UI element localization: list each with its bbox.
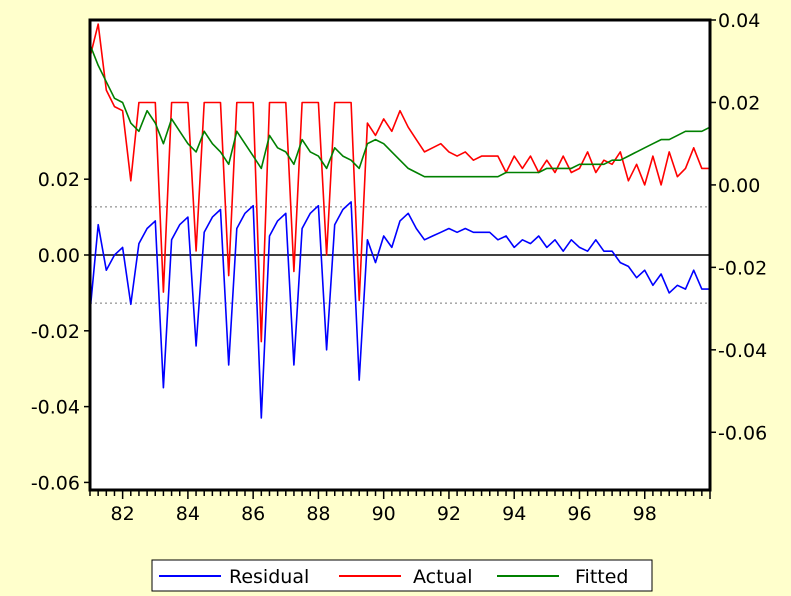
x-tick-label: 92 — [437, 503, 461, 525]
y-right-tick-label: 0.00 — [718, 175, 760, 197]
x-tick-label: 98 — [633, 503, 657, 525]
series-line-actual — [89, 23, 710, 343]
y-left-tick-label: 0.02 — [38, 169, 80, 191]
y-right-tick-label: 0.02 — [718, 92, 760, 114]
y-right-tick-label: 0.04 — [718, 10, 760, 32]
legend-label-residual: Residual — [229, 566, 309, 588]
series-line-fitted — [89, 44, 711, 178]
y-left-tick-label: -0.04 — [31, 397, 80, 419]
x-tick-label: 88 — [306, 503, 330, 525]
y-left-tick-label: 0.00 — [38, 245, 80, 267]
x-tick-label: 90 — [372, 503, 396, 525]
y-left-tick-label: -0.06 — [31, 472, 80, 494]
y-left-tick-label: -0.02 — [31, 321, 80, 343]
x-tick-label: 84 — [176, 503, 200, 525]
x-axis: 82 84 86 88 90 92 94 96 98 — [89, 490, 711, 525]
y-right-tick-label: -0.02 — [718, 257, 767, 279]
y-axis-right: 0.04 0.02 0.00 -0.02 -0.04 -0.06 — [710, 10, 767, 444]
x-tick-label: 96 — [567, 503, 591, 525]
reference-lines — [90, 206, 710, 304]
x-tick-label: 86 — [241, 503, 265, 525]
series-layer — [89, 23, 711, 419]
legend: Residual Actual Fitted — [151, 559, 653, 592]
legend-label-actual: Actual — [413, 566, 473, 588]
legend-box — [151, 559, 653, 592]
y-axis-left: 0.02 0.00 -0.02 -0.04 -0.06 — [31, 169, 90, 494]
x-tick-label: 94 — [502, 503, 526, 525]
x-tick-label: 82 — [111, 503, 135, 525]
legend-label-fitted: Fitted — [575, 566, 628, 588]
series-line-residual — [89, 201, 710, 419]
y-right-tick-label: -0.04 — [718, 340, 767, 362]
y-right-tick-label: -0.06 — [718, 422, 767, 444]
